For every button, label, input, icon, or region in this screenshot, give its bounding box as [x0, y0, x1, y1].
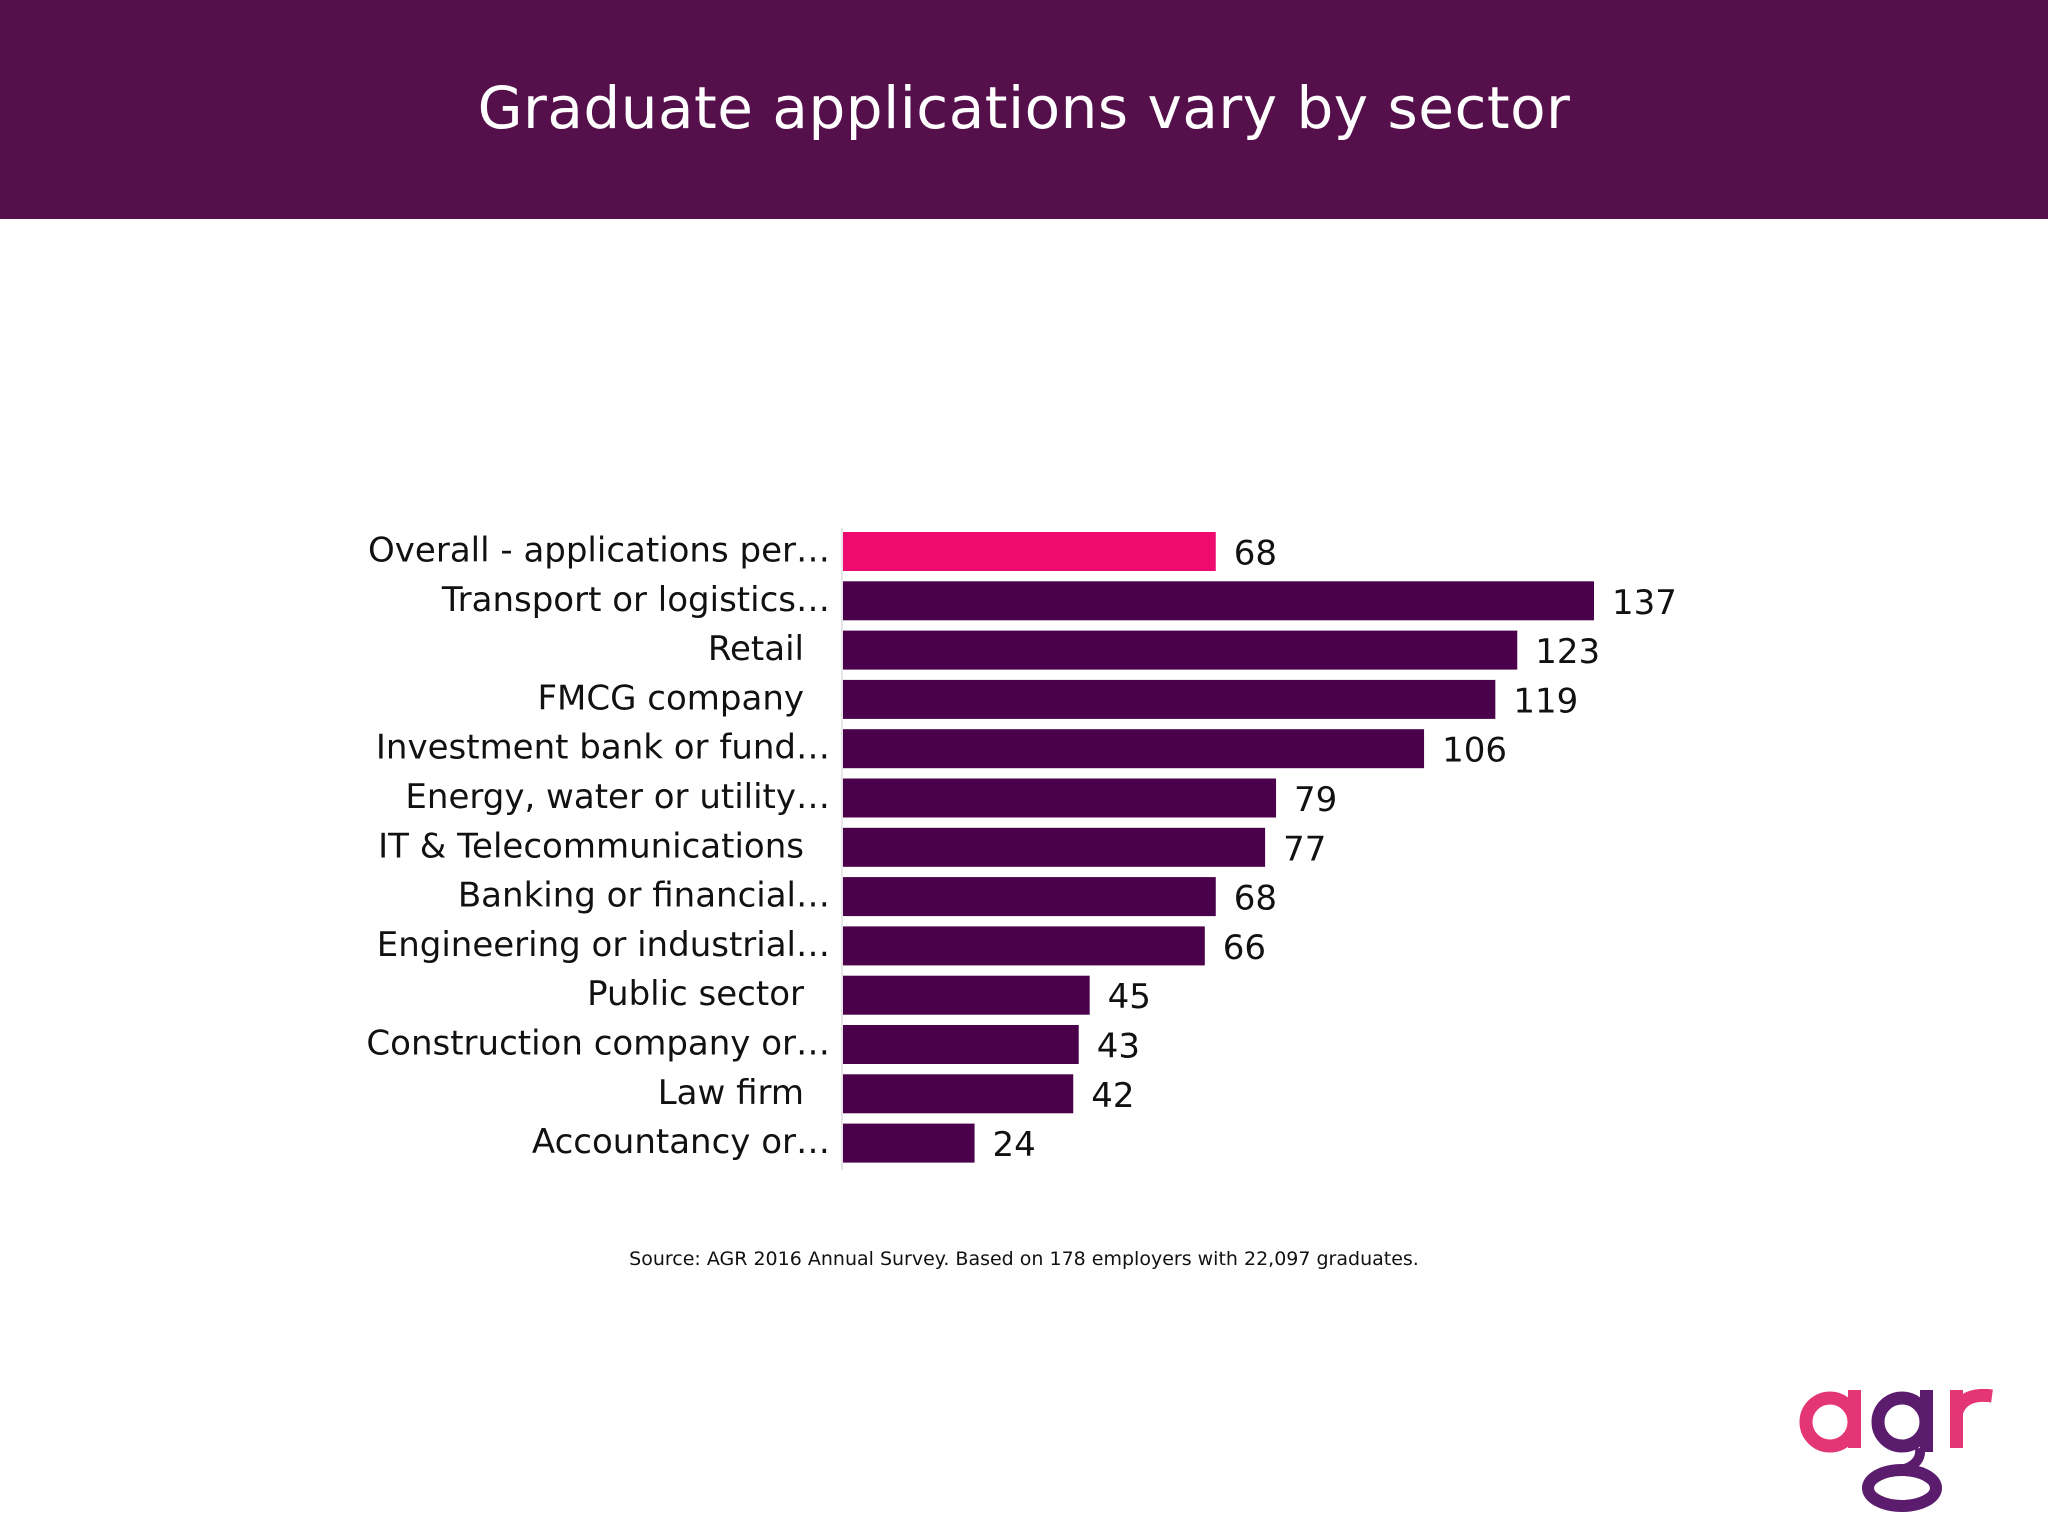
value-label-11: 42	[1091, 1076, 1134, 1116]
page-title: Graduate applications vary by sector	[477, 73, 1571, 142]
category-labels: Overall - applications per… Transport or …	[366, 531, 830, 1163]
value-label-10: 43	[1097, 1027, 1140, 1067]
category-label-11: Law firm	[658, 1073, 804, 1113]
bar-10	[843, 1025, 1079, 1064]
category-label-0: Overall - applications per…	[368, 531, 830, 571]
value-label-8: 66	[1223, 928, 1266, 968]
value-label-1: 137	[1612, 583, 1677, 623]
category-label-8: Engineering or industrial…	[377, 925, 830, 965]
category-label-6: IT & Telecommunications	[378, 826, 804, 866]
source-note: Source: AGR 2016 Annual Survey. Based on…	[629, 1248, 1419, 1270]
value-label-2: 123	[1535, 632, 1600, 672]
bar-4	[843, 729, 1425, 769]
category-label-5: Energy, water or utility…	[405, 777, 830, 817]
category-label-10: Construction company or…	[366, 1024, 830, 1064]
value-label-0: 68	[1234, 534, 1277, 574]
bar-0	[843, 532, 1216, 571]
bar-12	[843, 1123, 975, 1163]
bars	[843, 532, 1594, 1163]
value-label-3: 119	[1513, 681, 1578, 721]
agr-logo	[1799, 1388, 1993, 1512]
value-label-4: 106	[1442, 731, 1507, 771]
bar-5	[843, 778, 1277, 818]
value-label-7: 68	[1234, 879, 1277, 919]
bar-6	[843, 827, 1266, 867]
category-label-9: Public sector	[587, 974, 804, 1014]
category-label-7: Banking or financial…	[458, 876, 830, 916]
category-label-3: FMCG company	[538, 678, 805, 718]
category-label-12: Accountancy or…	[532, 1122, 830, 1162]
value-label-6: 77	[1283, 829, 1326, 869]
bar-1	[843, 581, 1594, 621]
value-label-9: 45	[1108, 977, 1151, 1017]
bar-9	[843, 975, 1090, 1015]
category-label-4: Investment bank or fund…	[376, 728, 830, 768]
category-label-1: Transport or logistics…	[441, 580, 830, 620]
bar-2	[843, 630, 1518, 670]
value-label-5: 79	[1294, 780, 1337, 820]
bar-8	[843, 926, 1205, 966]
bar-7	[843, 877, 1216, 917]
category-label-2: Retail	[708, 629, 804, 669]
header-bar: Graduate applications vary by sector	[0, 0, 2048, 219]
value-label-12: 24	[993, 1125, 1036, 1165]
bar-11	[843, 1074, 1074, 1114]
bar-3	[843, 679, 1496, 719]
